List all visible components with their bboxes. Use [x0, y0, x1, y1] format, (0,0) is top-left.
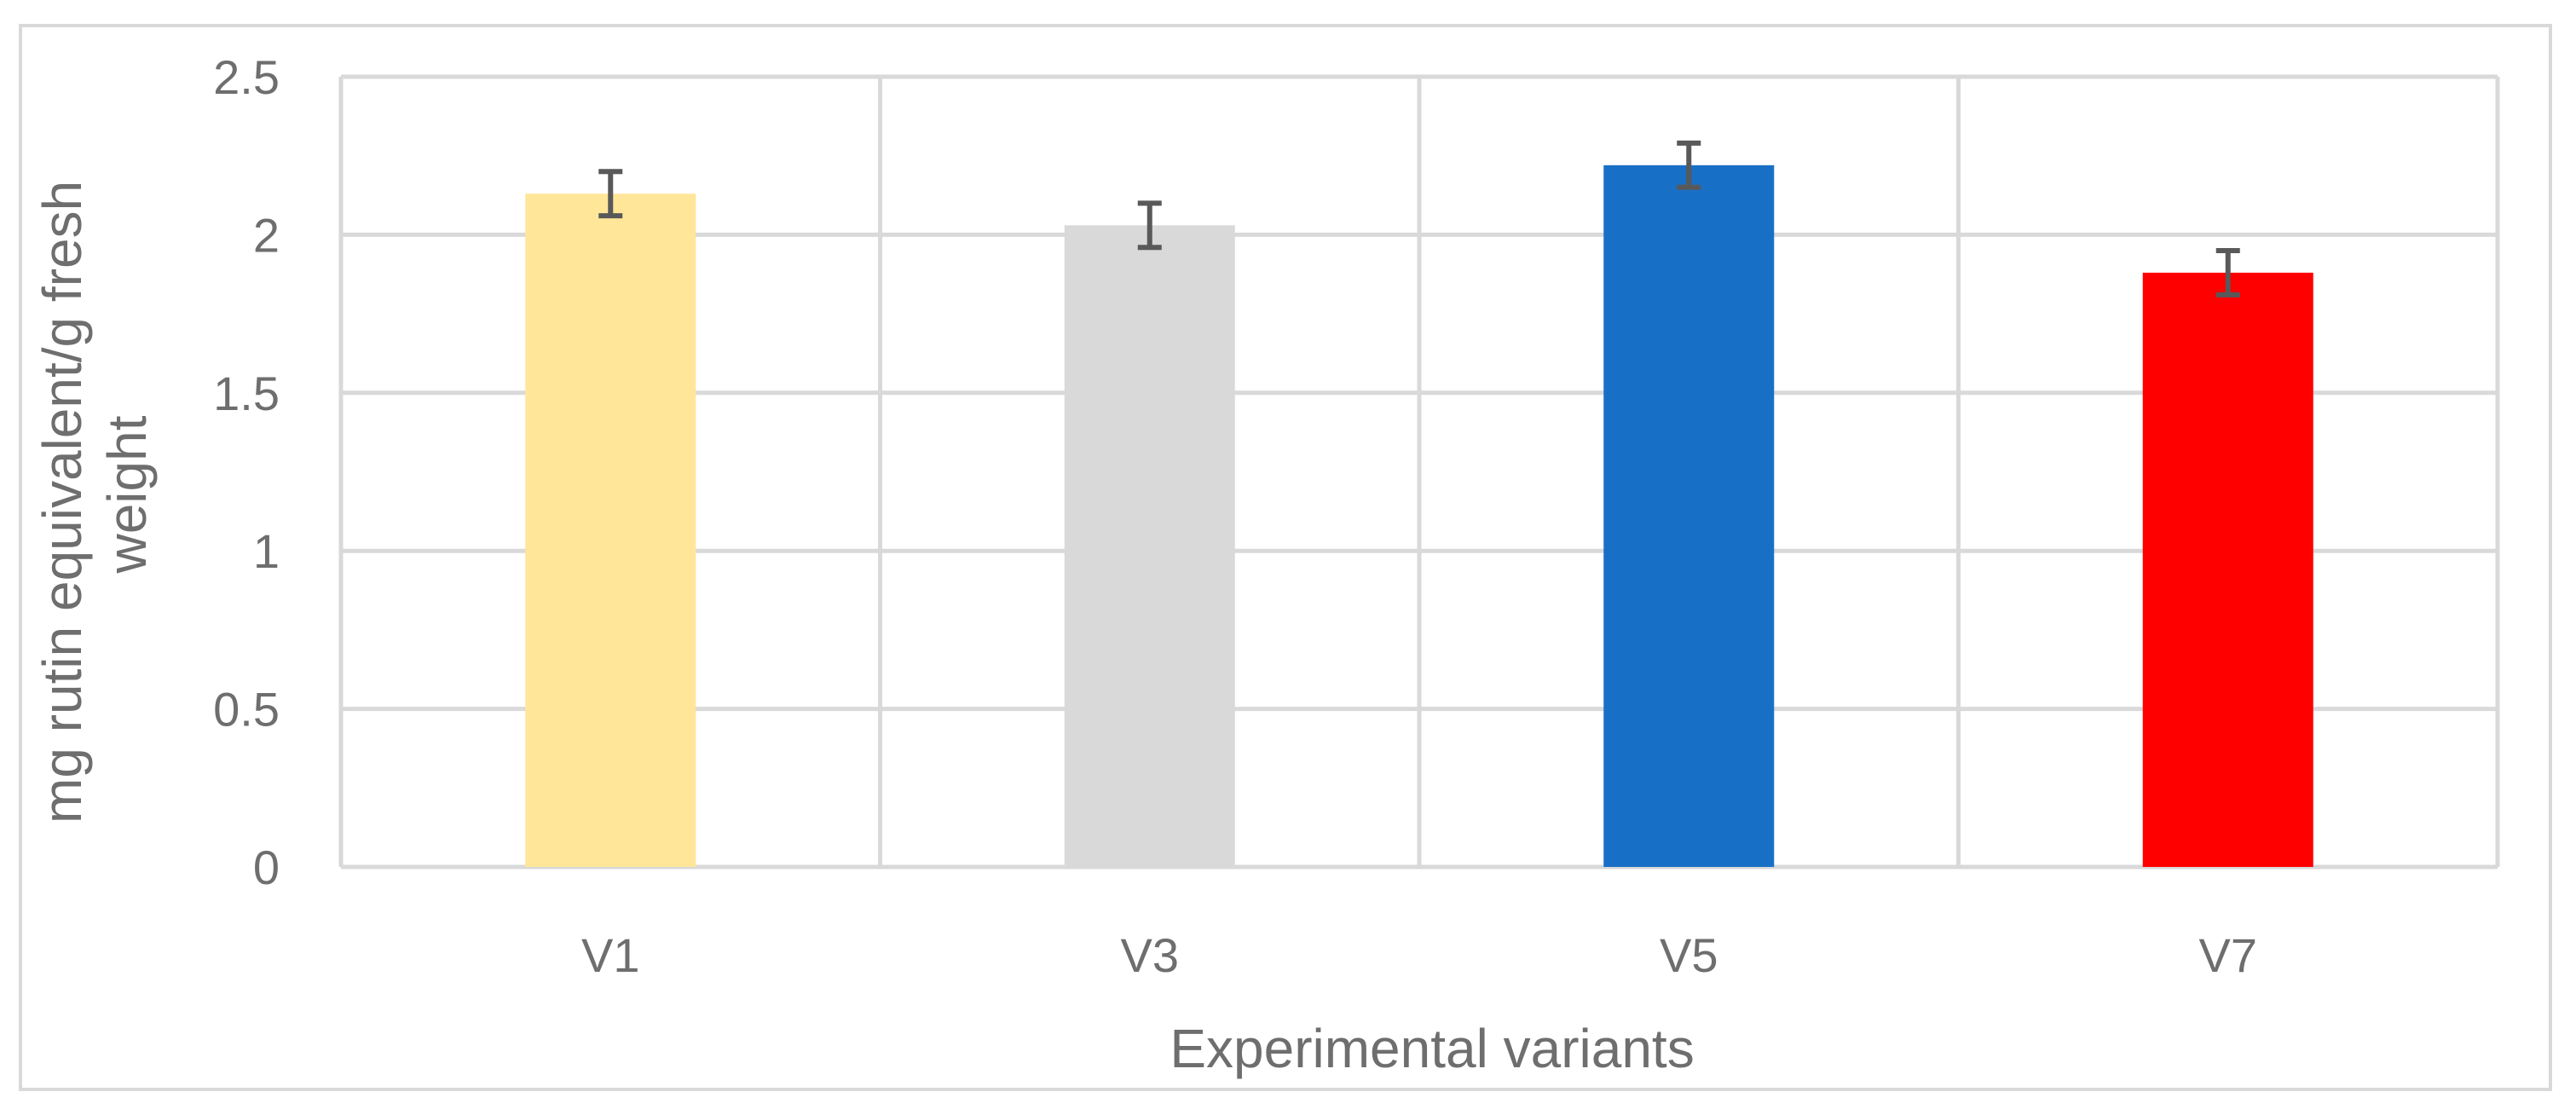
bar-v5: [1603, 165, 1775, 868]
y-axis-title-line-1: mg rutin equivalent/g fresh: [32, 181, 93, 823]
gridlines: [338, 74, 2500, 869]
x-tick-label: V1: [581, 928, 640, 982]
y-tick-label: 0.5: [213, 683, 280, 737]
y-axis-title-line-2: weight: [96, 415, 158, 574]
bar-v1: [525, 194, 696, 868]
error-bar-v7: [2215, 247, 2240, 298]
chart-frame: [19, 24, 2552, 1091]
error-bar-v5: [1677, 140, 1701, 190]
x-tick-labels: V1 V3 V5 V7: [581, 928, 2257, 982]
bars: [525, 165, 2313, 868]
bar-v7: [2142, 272, 2313, 867]
x-tick-label: V5: [1660, 928, 1718, 982]
error-bars: [598, 140, 2240, 298]
y-tick-label: 2.5: [213, 50, 280, 104]
x-axis-title: Experimental variants: [1170, 1018, 1694, 1079]
x-tick-label: V3: [1121, 928, 1180, 982]
y-axis-title: mg rutin equivalent/g fresh weight: [32, 165, 158, 823]
y-tick-label: 2: [253, 208, 280, 262]
error-bar-v1: [598, 169, 623, 219]
x-tick-label: V7: [2199, 928, 2258, 982]
y-tick-label: 1: [253, 524, 280, 578]
y-tick-label: 1.5: [213, 367, 280, 420]
y-tick-label: 0: [253, 841, 280, 894]
error-bar-v3: [1137, 200, 1162, 251]
bar-v3: [1064, 225, 1235, 867]
y-tick-labels: 0 0.5 1 1.5 2 2.5: [213, 50, 280, 894]
